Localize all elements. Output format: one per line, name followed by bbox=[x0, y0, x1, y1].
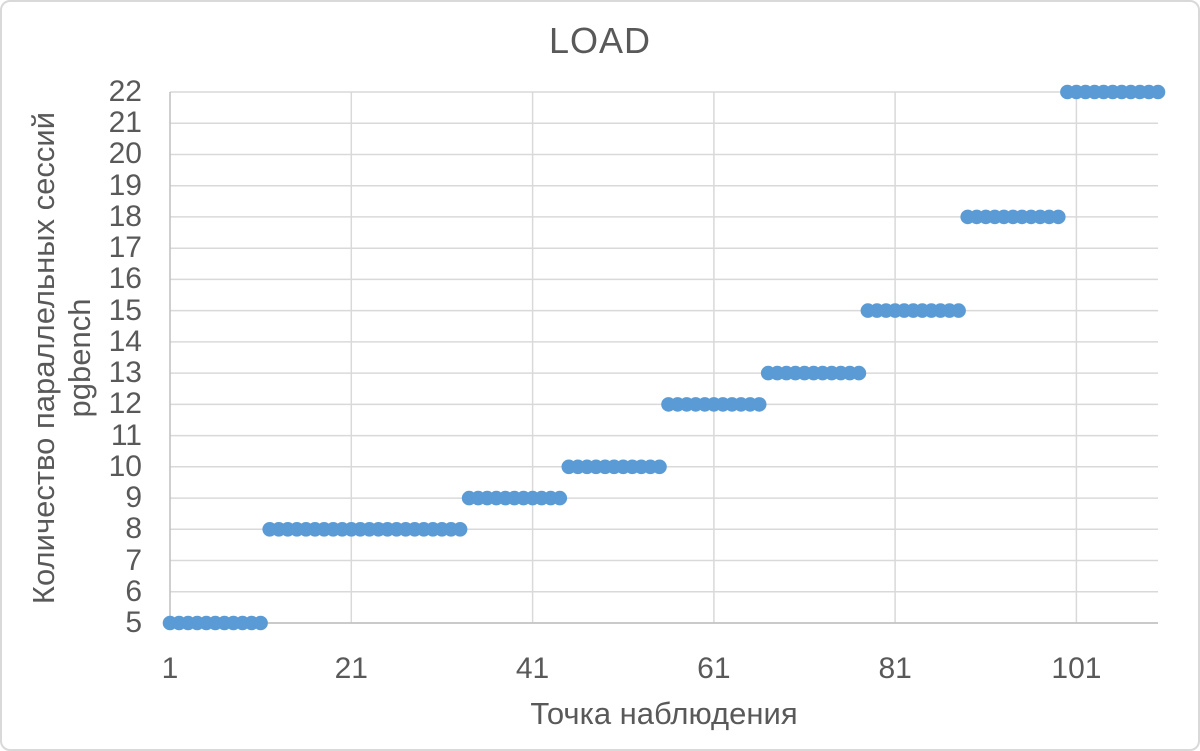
data-point bbox=[652, 459, 667, 475]
x-tick-label: 81 bbox=[878, 652, 912, 685]
y-tick-label: 5 bbox=[125, 606, 142, 639]
data-point bbox=[1051, 209, 1066, 225]
x-tick-label: 61 bbox=[697, 652, 731, 685]
y-axis-title-line2: pgbench bbox=[62, 298, 97, 417]
y-tick-label: 20 bbox=[108, 137, 142, 171]
y-tick-label: 15 bbox=[108, 293, 142, 327]
data-point bbox=[951, 303, 966, 318]
y-tick-label: 8 bbox=[125, 512, 142, 546]
x-tick-label: 21 bbox=[334, 652, 368, 685]
y-tick-label: 18 bbox=[108, 199, 142, 233]
data-point bbox=[851, 365, 867, 381]
y-tick-label: 19 bbox=[108, 168, 142, 202]
chart-title: LOAD bbox=[548, 20, 652, 61]
y-tick-label: 17 bbox=[108, 231, 142, 265]
data-point bbox=[452, 522, 468, 537]
x-tick-label: 1 bbox=[161, 652, 179, 685]
x-tick-label: 101 bbox=[1051, 652, 1102, 685]
y-tick-label: 11 bbox=[110, 418, 142, 452]
y-tick-label: 14 bbox=[108, 324, 142, 358]
y-axis-title-line1: Количество параллельных сессий bbox=[26, 111, 61, 604]
x-tick-label: 41 bbox=[515, 652, 550, 685]
data-point bbox=[552, 490, 568, 506]
y-tick-label: 10 bbox=[108, 449, 142, 483]
y-tick-label: 12 bbox=[108, 387, 142, 421]
y-axis-title: Количество параллельных сессий pgbench bbox=[26, 78, 98, 638]
data-point bbox=[751, 397, 767, 412]
data-point bbox=[1150, 84, 1166, 100]
y-tick-label: 22 bbox=[108, 75, 142, 108]
y-tick-label: 6 bbox=[125, 574, 142, 608]
x-axis-title: Точка наблюдения bbox=[530, 696, 798, 731]
y-tick-label: 16 bbox=[108, 262, 142, 296]
y-tick-label: 21 bbox=[108, 106, 142, 140]
y-tick-label: 7 bbox=[125, 543, 142, 577]
y-tick-label: 9 bbox=[125, 481, 142, 515]
data-point bbox=[253, 615, 268, 631]
y-tick-label: 13 bbox=[108, 356, 142, 390]
